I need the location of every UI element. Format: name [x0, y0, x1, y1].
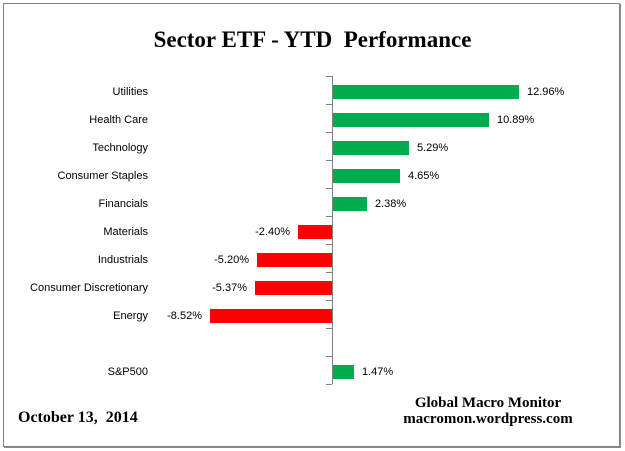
negative-bar [298, 225, 332, 239]
attribution-line-2: macromon.wordpress.com [403, 411, 573, 427]
value-label: -2.40% [255, 226, 290, 238]
axis-tick [326, 300, 332, 301]
positive-bar [333, 85, 519, 99]
negative-bar [257, 253, 332, 267]
attribution-block: Global Macro Monitor macromon.wordpress.… [368, 395, 608, 427]
value-label: 2.38% [375, 198, 407, 210]
positive-bar [333, 365, 354, 379]
value-label: 1.47% [362, 366, 394, 378]
positive-bar [333, 197, 367, 211]
axis-tick [326, 272, 332, 273]
positive-bar [333, 141, 409, 155]
value-label: 5.29% [417, 142, 449, 154]
category-label: Materials [103, 226, 148, 238]
axis-tick [326, 188, 332, 189]
axis-tick [326, 76, 332, 77]
category-label: Utilities [112, 86, 148, 98]
category-label: Consumer Staples [57, 170, 149, 182]
value-label: -8.52% [167, 310, 202, 322]
axis-tick [326, 216, 332, 217]
axis-tick [326, 384, 332, 385]
axis-tick [326, 132, 332, 133]
category-label: Industrials [97, 254, 148, 266]
value-label: 12.96% [527, 86, 565, 98]
category-label: Financials [98, 198, 148, 210]
chart-title: Sector ETF - YTD Performance [153, 27, 472, 52]
negative-bar [210, 309, 332, 323]
value-label: -5.20% [214, 254, 249, 266]
category-label: Technology [92, 142, 148, 154]
negative-bar [255, 281, 332, 295]
category-label: Energy [113, 310, 148, 322]
axis-tick [326, 160, 332, 161]
axis-tick [326, 244, 332, 245]
category-label: Health Care [89, 114, 148, 126]
value-label: -5.37% [212, 282, 247, 294]
attribution-line-1: Global Macro Monitor [414, 395, 562, 411]
category-label: Consumer Discretionary [30, 282, 148, 294]
category-label: S&P500 [107, 366, 148, 378]
positive-bar [333, 113, 489, 127]
axis-tick [326, 356, 332, 357]
axis-tick [326, 104, 332, 105]
y-axis-line [332, 76, 333, 384]
value-label: 4.65% [408, 170, 440, 182]
value-label: 10.89% [497, 114, 535, 126]
date-label: October 13, 2014 [18, 409, 138, 426]
axis-tick [326, 328, 332, 329]
positive-bar [333, 169, 400, 183]
